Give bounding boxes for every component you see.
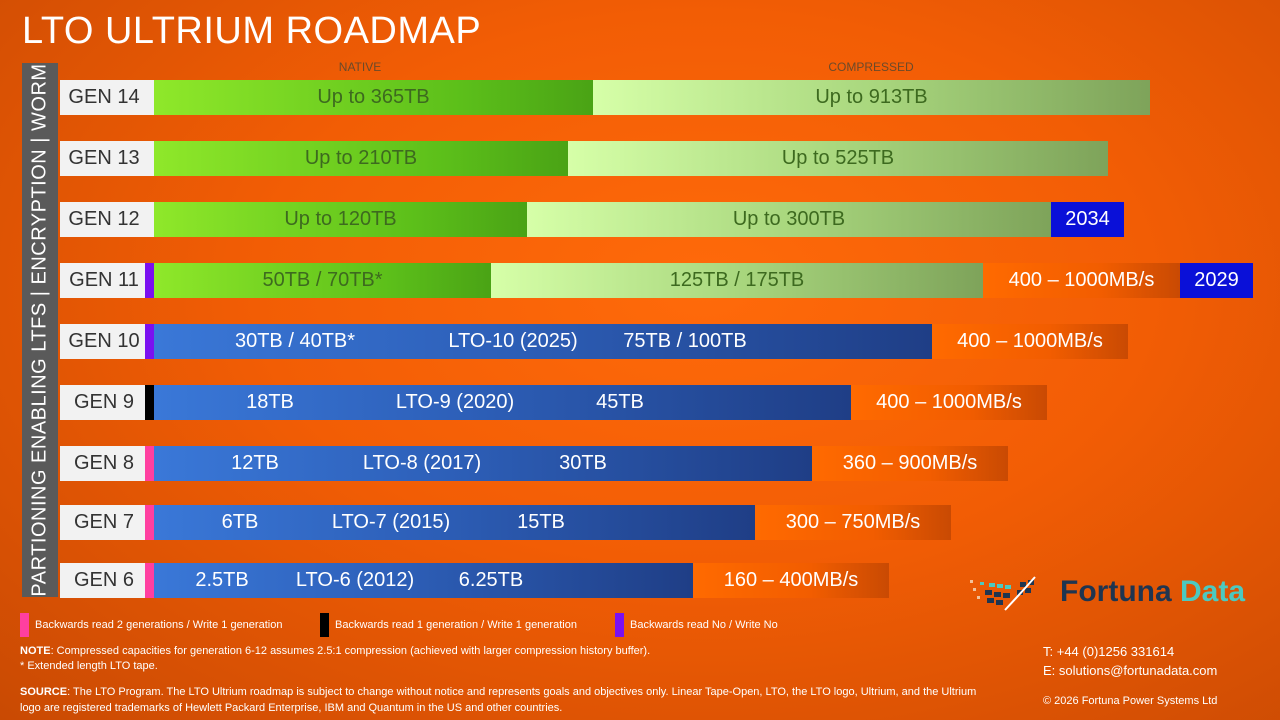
legend-swatch xyxy=(20,613,29,637)
page-title: LTO ULTRIUM ROADMAP xyxy=(22,10,482,52)
note: NOTE: Compressed capacities for generati… xyxy=(20,645,650,657)
compat-marker xyxy=(145,385,154,420)
release: LTO-8 (2017) xyxy=(362,452,482,474)
compressed-capacity: Up to 525TB xyxy=(568,141,1108,176)
release: LTO-6 (2012) xyxy=(295,569,415,591)
speed: 160 – 400MB/s xyxy=(693,563,889,598)
native-capacity: Up to 120TB xyxy=(154,202,527,237)
legend-swatch xyxy=(615,613,624,637)
native-capacity: 30TB / 40TB* xyxy=(234,330,356,352)
speed: 400 – 1000MB/s xyxy=(851,385,1047,420)
speed: 360 – 900MB/s xyxy=(812,446,1008,481)
footnote: * Extended length LTO tape. xyxy=(20,660,158,672)
native-capacity: 6TB xyxy=(221,511,259,533)
gen-label: GEN 13 xyxy=(60,141,154,176)
compressed-header: COMPRESSED xyxy=(828,60,914,74)
release: LTO-7 (2015) xyxy=(331,511,451,533)
gen-label: GEN 8 xyxy=(60,446,154,481)
gen-label: GEN 7 xyxy=(60,505,154,540)
compressed-capacity: 15TB xyxy=(517,511,565,533)
side-label: PARTIONING ENABLING LTFS | ENCRYPTION | … xyxy=(22,63,58,597)
compat-marker xyxy=(145,505,154,540)
speed: 400 – 1000MB/s xyxy=(983,263,1180,298)
compressed-capacity: Up to 913TB xyxy=(593,80,1150,115)
compat-marker xyxy=(145,446,154,481)
side-label-text: PARTIONING ENABLING LTFS | ENCRYPTION | … xyxy=(28,63,51,597)
native-header: NATIVE xyxy=(338,60,382,74)
legend-label: Backwards read 2 generations / Write 1 g… xyxy=(35,619,283,631)
native-capacity: 18TB xyxy=(246,391,294,413)
legend-swatch xyxy=(320,613,329,637)
note-text: : Compressed capacities for generation 6… xyxy=(50,645,651,657)
copyright: © 2026 Fortuna Power Systems Ltd xyxy=(1043,695,1218,707)
phone: T: +44 (0)1256 331614 xyxy=(1043,644,1175,659)
source-text: : The LTO Program. The LTO Ultrium roadm… xyxy=(20,686,977,714)
native-capacity: Up to 210TB xyxy=(154,141,568,176)
compressed-capacity: 45TB xyxy=(596,391,644,413)
source-label: SOURCE xyxy=(20,686,68,698)
email: E: solutions@fortunadata.com xyxy=(1043,663,1218,678)
fortuna-logo-text: Fortuna Data xyxy=(1060,575,1245,609)
capacity-bar xyxy=(154,563,693,598)
compressed-capacity: 125TB / 175TB xyxy=(491,263,983,298)
native-capacity: Up to 365TB xyxy=(154,80,593,115)
legend-item: Backwards read 2 generations / Write 1 g… xyxy=(20,613,282,637)
capacity-bar xyxy=(154,505,755,540)
native-capacity: 50TB / 70TB* xyxy=(154,263,491,298)
native-capacity: 12TB xyxy=(231,452,279,474)
release: LTO-10 (2025) xyxy=(448,330,578,352)
fortuna-logo-icon xyxy=(965,574,1055,614)
note-label: NOTE xyxy=(20,645,51,657)
compressed-capacity: 30TB xyxy=(559,452,607,474)
gen-label: GEN 12 xyxy=(60,202,154,237)
speed: 300 – 750MB/s xyxy=(755,505,951,540)
compressed-capacity: 75TB / 100TB xyxy=(623,330,747,352)
compressed-capacity: Up to 300TB xyxy=(527,202,1051,237)
logo-word-data: Data xyxy=(1180,575,1246,608)
legend-item: Backwards read 1 generation / Write 1 ge… xyxy=(320,613,577,637)
year-badge: 2029 xyxy=(1180,263,1253,298)
legend-label: Backwards read No / Write No xyxy=(630,619,778,631)
gen-label: GEN 6 xyxy=(60,563,154,598)
legend-item: Backwards read No / Write No xyxy=(615,613,778,637)
year-badge: 2034 xyxy=(1051,202,1124,237)
capacity-bar xyxy=(154,324,932,359)
release: LTO-9 (2020) xyxy=(395,391,515,413)
capacity-bar xyxy=(154,446,812,481)
source: SOURCE: The LTO Program. The LTO Ultrium… xyxy=(20,684,980,716)
capacity-bar xyxy=(154,385,851,420)
compat-marker xyxy=(145,563,154,598)
compat-marker xyxy=(145,324,154,359)
gen-label: GEN 14 xyxy=(60,80,154,115)
gen-label: GEN 9 xyxy=(60,385,154,420)
gen-label: GEN 10 xyxy=(60,324,154,359)
legend-label: Backwards read 1 generation / Write 1 ge… xyxy=(335,619,577,631)
gen-label: GEN 11 xyxy=(60,263,154,298)
compressed-capacity: 6.25TB xyxy=(458,569,524,591)
logo-word-fortuna: Fortuna xyxy=(1060,575,1172,608)
compat-marker xyxy=(145,263,154,298)
speed: 400 – 1000MB/s xyxy=(932,324,1128,359)
native-capacity: 2.5TB xyxy=(195,569,249,591)
